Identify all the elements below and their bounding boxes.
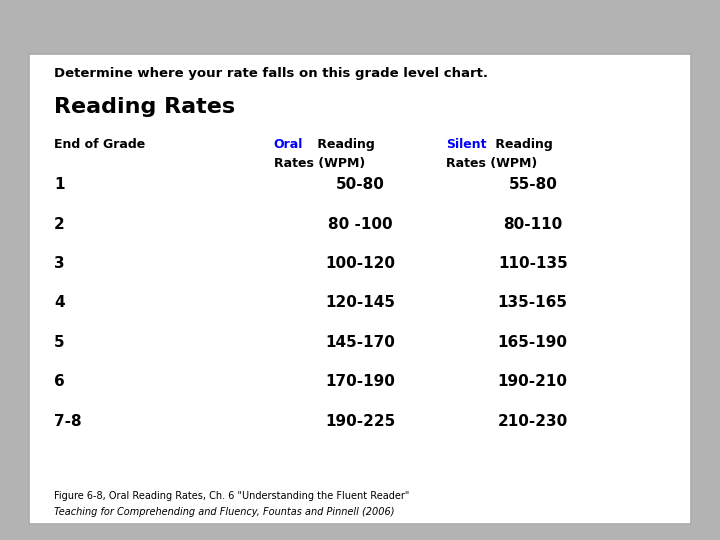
Text: 5: 5 xyxy=(54,335,65,350)
Text: 3: 3 xyxy=(54,256,65,271)
Text: 100-120: 100-120 xyxy=(325,256,395,271)
Text: 1: 1 xyxy=(54,177,65,192)
Text: Rates (WPM): Rates (WPM) xyxy=(274,157,365,170)
Text: Silent: Silent xyxy=(446,138,487,151)
Text: 190-210: 190-210 xyxy=(498,374,568,389)
Text: 55-80: 55-80 xyxy=(508,177,557,192)
Text: 145-170: 145-170 xyxy=(325,335,395,350)
Text: Reading Rates: Reading Rates xyxy=(54,97,235,117)
Text: 120-145: 120-145 xyxy=(325,295,395,310)
Text: 6: 6 xyxy=(54,374,65,389)
Text: 165-190: 165-190 xyxy=(498,335,568,350)
Text: 170-190: 170-190 xyxy=(325,374,395,389)
Text: 50-80: 50-80 xyxy=(336,177,384,192)
Text: 110-135: 110-135 xyxy=(498,256,567,271)
Text: Oral: Oral xyxy=(274,138,303,151)
Text: Reading: Reading xyxy=(491,138,553,151)
Text: 7-8: 7-8 xyxy=(54,414,81,429)
FancyBboxPatch shape xyxy=(29,54,691,524)
Text: Determine where your rate falls on this grade level chart.: Determine where your rate falls on this … xyxy=(54,68,488,80)
Text: Figure 6-8, Oral Reading Rates, Ch. 6 "Understanding the Fluent Reader": Figure 6-8, Oral Reading Rates, Ch. 6 "U… xyxy=(54,491,410,502)
Text: 190-225: 190-225 xyxy=(325,414,395,429)
Text: Reading: Reading xyxy=(313,138,375,151)
FancyBboxPatch shape xyxy=(310,0,425,65)
Text: 4: 4 xyxy=(54,295,65,310)
Text: Teaching for Comprehending and Fluency, Fountas and Pinnell (2006): Teaching for Comprehending and Fluency, … xyxy=(54,507,395,517)
Text: 135-165: 135-165 xyxy=(498,295,568,310)
Text: Rates (WPM): Rates (WPM) xyxy=(446,157,538,170)
Text: End of Grade: End of Grade xyxy=(54,138,145,151)
Text: 80 -100: 80 -100 xyxy=(328,217,392,232)
Text: 210-230: 210-230 xyxy=(498,414,568,429)
Text: 2: 2 xyxy=(54,217,65,232)
Text: 80-110: 80-110 xyxy=(503,217,562,232)
